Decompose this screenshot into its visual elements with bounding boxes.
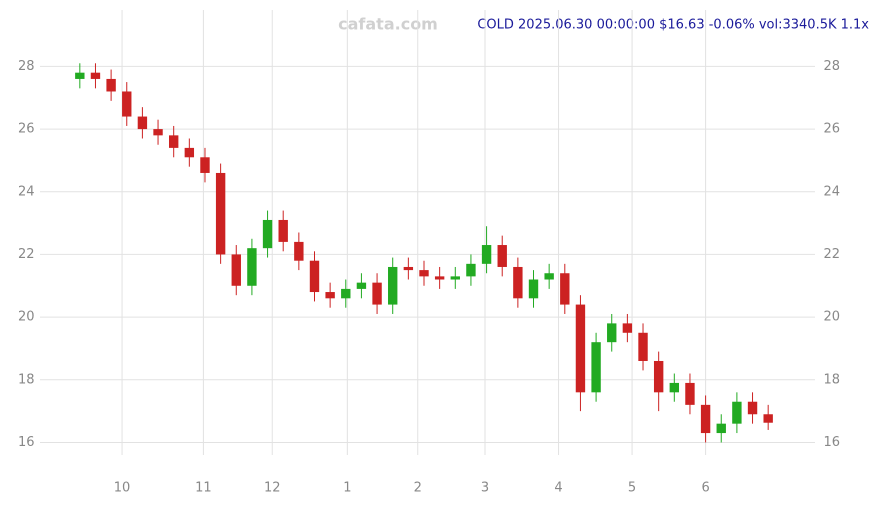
x-tick-label: 1 (343, 481, 351, 496)
candle-body (700, 404, 711, 434)
candle-body (669, 382, 680, 393)
candle-body (122, 91, 132, 117)
candle-body (763, 414, 773, 423)
candle-body (262, 219, 273, 249)
candle-body (575, 304, 586, 393)
candle-body (200, 157, 210, 173)
y-tick-label-right: 22 (823, 247, 840, 262)
candle-body (481, 245, 492, 264)
candle-body (450, 276, 460, 280)
candle-body (388, 266, 398, 305)
x-tick-label: 4 (554, 481, 562, 496)
chart-title: COLD 2025.06.30 00:00:00 $16.63 -0.06% v… (477, 18, 869, 33)
watermark: cafata.com (338, 15, 438, 34)
x-tick-label: 2 (414, 481, 422, 496)
candle-body (497, 245, 507, 267)
candle-body (106, 78, 116, 92)
y-tick-label: 24 (18, 184, 35, 199)
y-tick-label-right: 28 (823, 59, 840, 74)
y-tick-label-right: 16 (823, 435, 840, 450)
candle-body (716, 423, 726, 434)
candle-body (325, 292, 335, 299)
candle-body (622, 323, 633, 333)
candle-body (137, 116, 148, 130)
y-tick-label-right: 18 (823, 372, 840, 387)
candle-body (341, 288, 351, 299)
candle-body (247, 248, 257, 286)
candle-body (278, 219, 288, 242)
candle-body (747, 401, 758, 415)
candle-body (75, 72, 85, 79)
candle-body (513, 266, 523, 299)
y-tick-label: 18 (18, 372, 35, 387)
candle-body (607, 323, 617, 343)
candle-body (403, 266, 414, 271)
candle-body (168, 135, 179, 148)
candle-body (732, 401, 742, 424)
y-tick-label: 26 (18, 122, 35, 137)
candle-body (184, 147, 195, 158)
x-tick-label: 10 (114, 481, 131, 496)
x-tick-label: 3 (481, 481, 489, 496)
y-tick-label-right: 24 (823, 184, 840, 199)
x-tick-label: 12 (264, 481, 281, 496)
candle-body (309, 260, 320, 293)
candle-body (356, 282, 367, 289)
candle-body (544, 273, 554, 280)
candle-body (434, 276, 445, 280)
x-tick-label: 11 (195, 481, 212, 496)
candle-body (653, 360, 664, 393)
x-tick-label: 5 (628, 481, 636, 496)
candle-body (419, 270, 429, 277)
candle-body (528, 279, 539, 299)
candle-body (466, 263, 476, 277)
candle-body (372, 282, 382, 305)
y-tick-label: 28 (18, 59, 35, 74)
y-tick-label: 20 (18, 310, 35, 325)
candle-body (231, 254, 241, 286)
y-tick-label-right: 26 (823, 122, 840, 137)
y-tick-label: 16 (18, 435, 35, 450)
candle-body (215, 172, 226, 255)
candle-body (153, 129, 163, 136)
candle-body (591, 342, 601, 393)
candle-body (560, 273, 570, 305)
y-tick-label: 22 (18, 247, 35, 262)
y-tick-label-right: 20 (823, 310, 840, 325)
candle-body (685, 382, 695, 405)
candle-body (90, 72, 101, 79)
candle-body (294, 241, 304, 261)
candle-body (638, 332, 648, 361)
x-tick-label: 6 (701, 481, 709, 496)
